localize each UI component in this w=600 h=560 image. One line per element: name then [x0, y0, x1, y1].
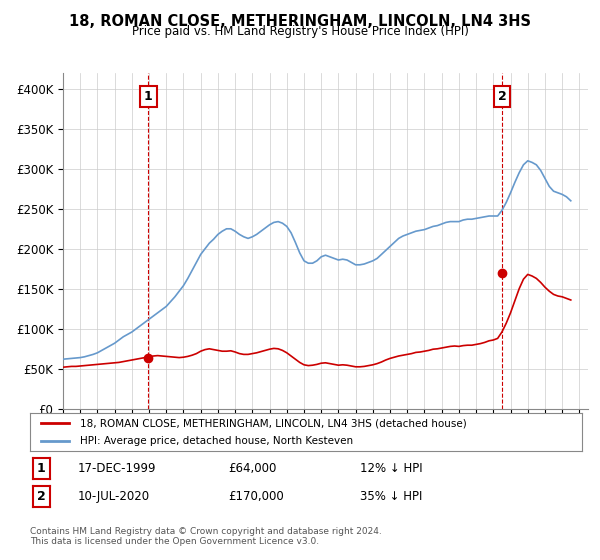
Text: Contains HM Land Registry data © Crown copyright and database right 2024.
This d: Contains HM Land Registry data © Crown c…: [30, 526, 382, 546]
Text: HPI: Average price, detached house, North Kesteven: HPI: Average price, detached house, Nort…: [80, 436, 353, 446]
Text: 17-DEC-1999: 17-DEC-1999: [78, 461, 157, 475]
Text: 18, ROMAN CLOSE, METHERINGHAM, LINCOLN, LN4 3HS (detached house): 18, ROMAN CLOSE, METHERINGHAM, LINCOLN, …: [80, 418, 466, 428]
Text: 18, ROMAN CLOSE, METHERINGHAM, LINCOLN, LN4 3HS: 18, ROMAN CLOSE, METHERINGHAM, LINCOLN, …: [69, 14, 531, 29]
Text: 10-JUL-2020: 10-JUL-2020: [78, 489, 150, 503]
Text: 1: 1: [37, 461, 46, 475]
Text: Price paid vs. HM Land Registry's House Price Index (HPI): Price paid vs. HM Land Registry's House …: [131, 25, 469, 38]
Text: 2: 2: [498, 90, 506, 103]
Text: 35% ↓ HPI: 35% ↓ HPI: [360, 489, 422, 503]
Text: 12% ↓ HPI: 12% ↓ HPI: [360, 461, 422, 475]
Text: 1: 1: [144, 90, 153, 103]
Text: £64,000: £64,000: [228, 461, 277, 475]
Text: 2: 2: [37, 489, 46, 503]
Text: £170,000: £170,000: [228, 489, 284, 503]
